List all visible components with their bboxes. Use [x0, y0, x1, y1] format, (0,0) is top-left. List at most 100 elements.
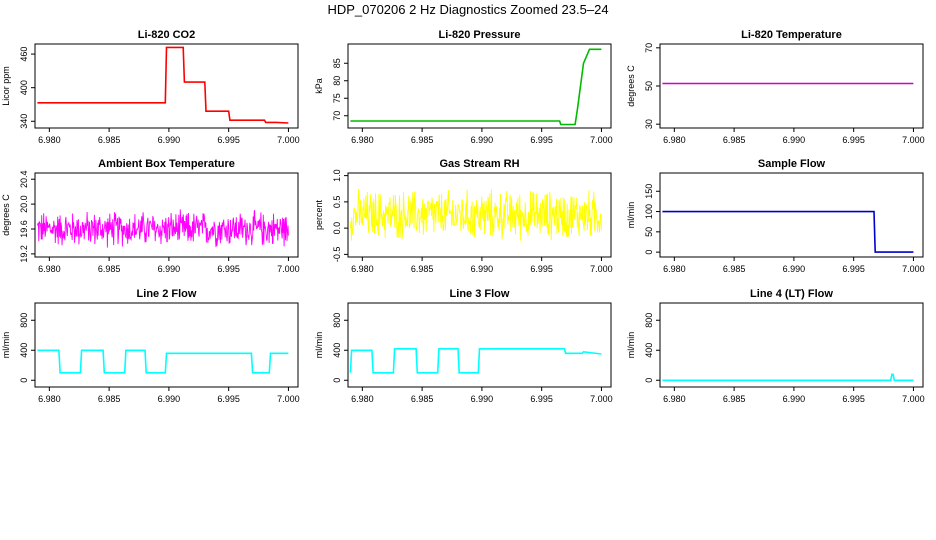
x-tick-label: 6.985	[98, 135, 121, 145]
x-tick-label: 6.995	[217, 135, 240, 145]
x-tick-label: 6.990	[471, 135, 494, 145]
chart-panel: Li-820 Temperature degrees C 6.980 6.985 6.9…	[626, 29, 925, 145]
x-tick-label: 6.985	[98, 264, 121, 274]
y-tick-label: 50	[644, 227, 654, 237]
chart-panel: Ambient Box Temperature degrees C 6.980 6.9…	[1, 158, 300, 274]
chart-panel: Line 4 (LT) Flow ml/min 6.980 6.985 6.990 6.9…	[626, 288, 925, 404]
plot-frame	[347, 302, 612, 388]
x-tick-label: 6.980	[351, 394, 374, 404]
y-axis-label: percent	[314, 199, 324, 230]
y-tick-label: 100	[644, 204, 654, 219]
y-tick-label: 0	[332, 378, 342, 383]
chart-title: Sample Flow	[758, 158, 826, 170]
x-tick-label: 7.000	[590, 264, 613, 274]
y-axis-label: degrees C	[1, 194, 11, 236]
y-tick-label: 400	[19, 343, 29, 358]
x-tick-label: 6.980	[663, 135, 686, 145]
y-tick-label: 400	[644, 343, 654, 358]
x-tick-label: 6.980	[38, 394, 61, 404]
plot-frame	[34, 302, 299, 388]
chart-title: Line 4 (LT) Flow	[750, 288, 833, 300]
x-tick-label: 7.000	[902, 264, 925, 274]
series-line	[36, 209, 289, 248]
series-line	[662, 373, 914, 382]
plot-frame	[347, 172, 612, 258]
y-axis-label: ml/min	[626, 202, 636, 229]
chart-title: Gas Stream RH	[439, 158, 519, 170]
y-tick-label: 0	[644, 250, 654, 255]
y-tick-label: 400	[19, 80, 29, 95]
y-axis-label: kPa	[314, 78, 324, 94]
x-tick-label: 6.990	[158, 264, 181, 274]
x-tick-label: 6.990	[783, 394, 806, 404]
y-tick-label: 800	[332, 313, 342, 328]
y-tick-label: 75	[332, 93, 342, 103]
x-tick-label: 6.995	[842, 135, 865, 145]
y-tick-label: 19.6	[19, 220, 29, 238]
y-tick-label: 19.2	[19, 245, 29, 263]
x-tick-label: 6.985	[723, 135, 746, 145]
series-line	[662, 210, 914, 253]
y-tick-label: 1.0	[332, 169, 342, 182]
x-tick-label: 6.990	[158, 135, 181, 145]
x-tick-label: 6.995	[530, 135, 553, 145]
y-axis-label: ml/min	[1, 332, 11, 359]
x-tick-label: 7.000	[277, 264, 300, 274]
chart-panel: Line 3 Flow ml/min 6.980 6.985 6.990 6.995 7.0…	[314, 288, 613, 404]
series-line	[350, 48, 602, 126]
x-tick-label: 6.995	[842, 264, 865, 274]
y-tick-label: 460	[19, 47, 29, 62]
y-tick-label: 150	[644, 184, 654, 199]
chart-panel: Gas Stream RH percent 6.980 6.985 6.990 6.995…	[314, 158, 613, 274]
chart-title: Li-820 CO2	[138, 29, 195, 41]
y-tick-label: 0.0	[332, 222, 342, 235]
y-tick-label: 800	[19, 313, 29, 328]
x-tick-label: 6.985	[723, 394, 746, 404]
chart-panel: Li-820 Pressure kPa 6.980 6.985 6.990 6.995 7.…	[314, 29, 613, 145]
y-axis-label: ml/min	[314, 332, 324, 359]
y-axis-label: degrees C	[626, 65, 636, 107]
x-tick-label: 7.000	[590, 394, 613, 404]
x-tick-label: 7.000	[277, 394, 300, 404]
x-tick-label: 6.985	[411, 394, 434, 404]
x-tick-label: 7.000	[590, 135, 613, 145]
y-tick-label: 70	[644, 43, 654, 53]
chart-panel: Line 2 Flow ml/min 6.980 6.985 6.990 6.995 7.0…	[1, 288, 300, 404]
x-tick-label: 6.990	[783, 135, 806, 145]
plot-frame	[347, 43, 612, 129]
y-tick-label: 85	[332, 58, 342, 68]
y-axis-label: Licor ppm	[1, 66, 11, 106]
y-tick-label: -0.5	[332, 247, 342, 263]
plot-frame	[659, 172, 924, 258]
chart-title: Li-820 Pressure	[439, 29, 521, 41]
x-tick-label: 6.995	[530, 264, 553, 274]
y-tick-label: 400	[332, 343, 342, 358]
x-tick-label: 6.980	[38, 135, 61, 145]
y-tick-label: 0	[19, 378, 29, 383]
x-tick-label: 6.995	[217, 264, 240, 274]
x-tick-label: 7.000	[902, 394, 925, 404]
figure-title: HDP_070206 2 Hz Diagnostics Zoomed 23.5–…	[327, 2, 609, 17]
series-line	[349, 347, 602, 374]
plot-frame	[659, 43, 924, 129]
x-tick-label: 6.995	[842, 394, 865, 404]
chart-title: Ambient Box Temperature	[98, 158, 235, 170]
x-tick-label: 7.000	[902, 135, 925, 145]
y-tick-label: 0	[644, 378, 654, 383]
chart-title: Line 2 Flow	[137, 288, 197, 300]
y-tick-label: 340	[19, 114, 29, 129]
x-tick-label: 6.980	[38, 264, 61, 274]
y-axis-label: ml/min	[626, 332, 636, 359]
plot-frame	[659, 302, 924, 388]
y-tick-label: 0.5	[332, 196, 342, 209]
x-tick-label: 6.990	[471, 264, 494, 274]
series-line	[37, 46, 289, 124]
x-tick-label: 6.990	[783, 264, 806, 274]
x-tick-label: 6.995	[217, 394, 240, 404]
y-tick-label: 70	[332, 111, 342, 121]
chart-title: Line 3 Flow	[450, 288, 510, 300]
x-tick-label: 6.985	[98, 394, 121, 404]
y-tick-label: 80	[332, 76, 342, 86]
x-tick-label: 6.985	[411, 264, 434, 274]
y-tick-label: 20.4	[19, 170, 29, 188]
